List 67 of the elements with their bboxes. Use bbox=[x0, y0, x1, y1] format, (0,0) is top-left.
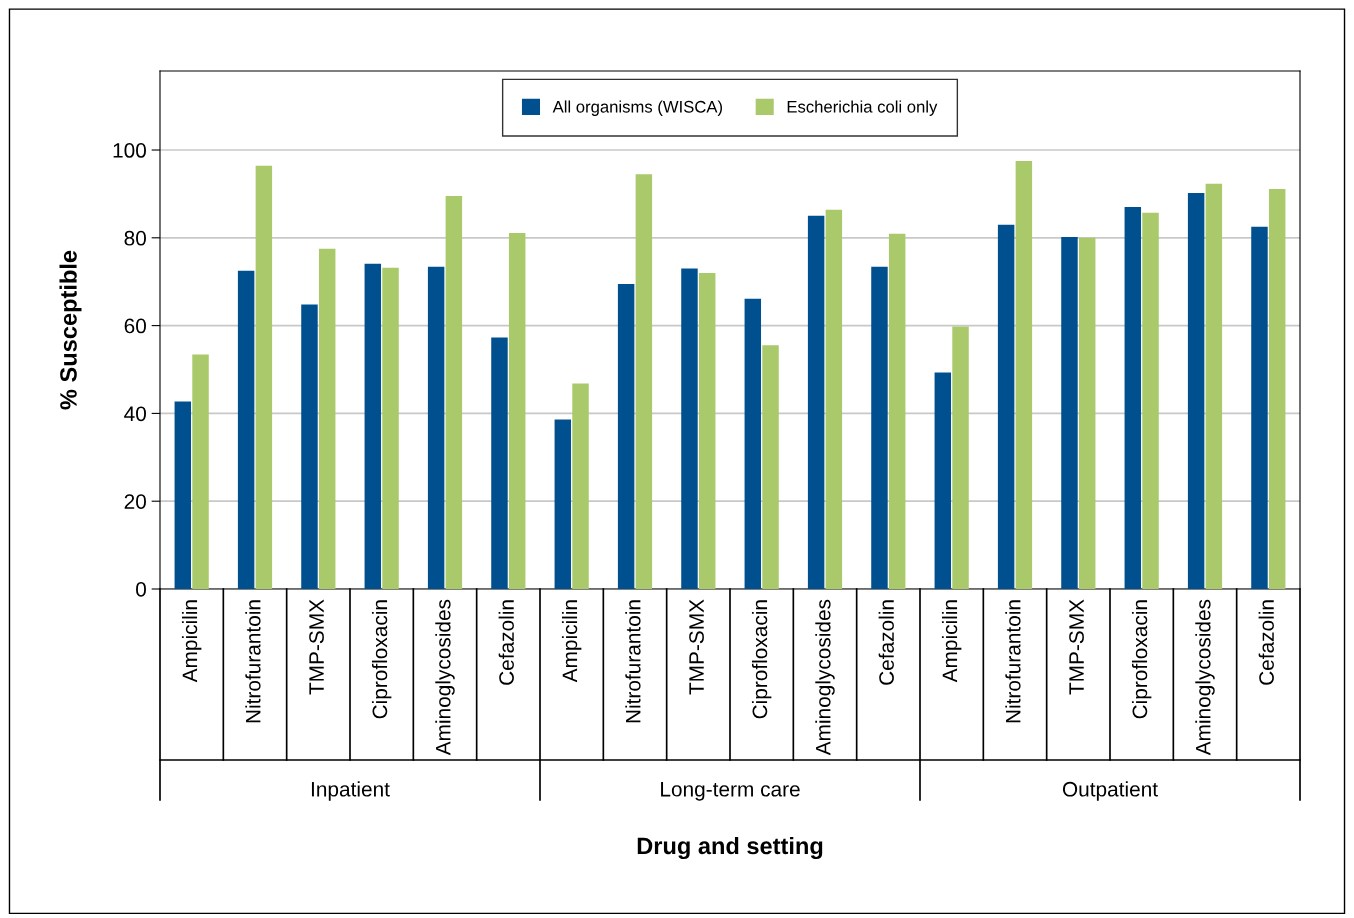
bar bbox=[825, 209, 843, 589]
y-tick-label: 100 bbox=[113, 143, 146, 158]
text: Long-term care bbox=[661, 782, 800, 801]
x-tick-label: Ampicilin bbox=[561, 600, 582, 683]
y-tick-label: 0 bbox=[136, 582, 146, 597]
bar bbox=[364, 263, 382, 589]
x-tick-label: Aminoglycosides bbox=[435, 599, 455, 756]
bar bbox=[1142, 212, 1159, 589]
x-tick-label: Aminoglycosides bbox=[815, 599, 835, 756]
y-tick-label: 60 bbox=[124, 318, 146, 334]
x-tick-label: Nitrofurantoin bbox=[625, 600, 641, 723]
y-tick-label: 80 bbox=[124, 230, 146, 246]
x-tick-label: Aminoglycosides bbox=[1195, 599, 1215, 756]
bar bbox=[445, 196, 463, 589]
x-axis-title: Drug and setting bbox=[637, 836, 823, 860]
x-tick-label: Cefazolin bbox=[498, 600, 514, 685]
legend-label: Escherichia coli only bbox=[787, 100, 938, 116]
bar bbox=[237, 270, 255, 589]
x-tick-label: TMP-SMX bbox=[309, 599, 324, 695]
bar bbox=[255, 165, 273, 589]
bar bbox=[192, 354, 209, 589]
bar bbox=[744, 298, 762, 589]
text: Outpatient bbox=[1062, 781, 1158, 801]
text: Inpatient bbox=[311, 781, 390, 801]
bar bbox=[635, 174, 653, 589]
bar bbox=[1015, 160, 1033, 589]
bar bbox=[1187, 193, 1205, 589]
bar bbox=[318, 248, 336, 589]
x-tick-label: Cefazolin bbox=[1258, 600, 1274, 685]
bar bbox=[508, 232, 526, 589]
bar bbox=[174, 401, 192, 589]
bar bbox=[871, 266, 888, 589]
x-tick-label: Ciprofloxacin bbox=[751, 600, 772, 719]
x-tick-label: Cefazolin bbox=[878, 600, 894, 685]
y-tick-label: 20 bbox=[124, 494, 146, 509]
bar bbox=[1251, 226, 1268, 589]
bar bbox=[997, 224, 1015, 589]
y-tick-label: 40 bbox=[124, 406, 146, 422]
bar bbox=[617, 283, 635, 589]
legend-label: All organisms (WISCA) bbox=[552, 100, 722, 116]
bar bbox=[1078, 237, 1096, 589]
x-tick-label: Ciprofloxacin bbox=[1131, 600, 1152, 719]
x-tick-label: Nitrofurantoin bbox=[245, 600, 261, 723]
bar bbox=[1205, 183, 1223, 589]
bar bbox=[934, 372, 952, 589]
y-axis-title: % Susceptible bbox=[59, 250, 82, 410]
bar bbox=[807, 215, 825, 589]
bar bbox=[382, 267, 399, 589]
x-tick-label: Ciprofloxacin bbox=[371, 600, 392, 719]
bar bbox=[762, 345, 779, 589]
bar bbox=[572, 383, 589, 589]
bar bbox=[427, 266, 445, 589]
bar bbox=[1124, 207, 1142, 589]
bar bbox=[681, 268, 698, 589]
bar bbox=[1268, 189, 1286, 589]
x-tick-label: TMP-SMX bbox=[689, 599, 704, 695]
x-tick-label: Nitrofurantoin bbox=[1005, 600, 1021, 723]
bar bbox=[888, 233, 906, 589]
bar bbox=[554, 419, 572, 589]
x-tick-label: Ampicilin bbox=[181, 600, 202, 683]
bar bbox=[301, 304, 318, 589]
bar bbox=[491, 337, 508, 589]
bar bbox=[952, 326, 969, 589]
x-tick-label: TMP-SMX bbox=[1069, 599, 1084, 695]
bar bbox=[1061, 236, 1078, 589]
x-tick-label: Ampicilin bbox=[941, 600, 962, 683]
bar bbox=[698, 272, 716, 589]
